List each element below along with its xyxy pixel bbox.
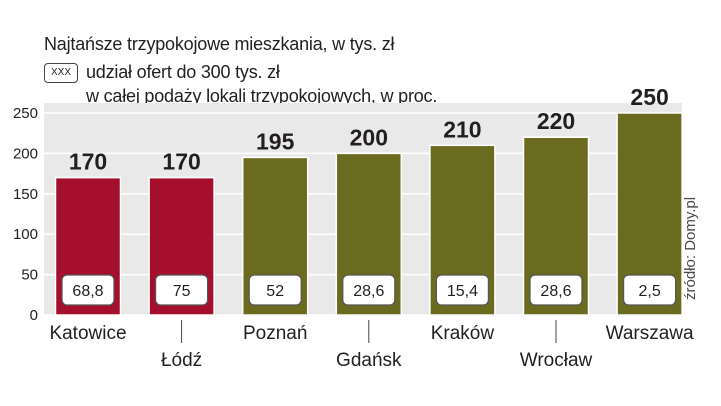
y-tick-label: 100 [13, 226, 38, 243]
legend-text-line2: w całej podaży lokali trzypokojowych, w … [86, 86, 438, 106]
bar-value-label: 195 [256, 128, 295, 154]
y-tick-label: 50 [21, 267, 38, 284]
x-category-label: Kraków [431, 323, 495, 344]
x-category-label: Wrocław [520, 350, 593, 371]
y-tick-label: 250 [13, 105, 38, 122]
x-category-label: Katowice [49, 323, 126, 344]
legend-swatch: XXX [44, 63, 78, 83]
chart-title: Najtańsze trzypokojowe mieszkania, w tys… [44, 34, 395, 54]
share-label: 2,5 [638, 283, 660, 300]
x-category-label: Warszawa [606, 323, 694, 344]
x-category-label: Gdańsk [336, 350, 402, 371]
legend-text-line1: udział ofert do 300 tys. zł [86, 62, 280, 82]
x-category-label: Poznań [243, 323, 307, 344]
share-label: 52 [266, 283, 284, 300]
bar-value-label: 250 [630, 84, 668, 110]
share-badge [155, 274, 209, 306]
bar-value-label: 170 [69, 149, 107, 175]
y-tick-label: 0 [30, 307, 38, 324]
share-badge [248, 274, 302, 306]
share-badge [342, 274, 396, 306]
share-label: 68,8 [72, 283, 103, 300]
share-label: 28,6 [353, 283, 384, 300]
bar-value-label: 210 [443, 116, 481, 142]
share-label: 15,4 [447, 283, 478, 300]
y-tick-label: 150 [13, 186, 38, 203]
bar-value-label: 220 [537, 108, 575, 134]
share-badge [435, 274, 489, 306]
share-label: 75 [173, 283, 191, 300]
y-tick-label: 200 [13, 145, 38, 162]
x-category-label: Łódź [161, 350, 202, 371]
share-label: 28,6 [540, 283, 571, 300]
bar-value-label: 200 [350, 124, 388, 150]
share-badge [622, 274, 677, 306]
bar-value-label: 170 [162, 149, 200, 175]
share-badge [529, 274, 583, 306]
share-badge [61, 274, 115, 306]
